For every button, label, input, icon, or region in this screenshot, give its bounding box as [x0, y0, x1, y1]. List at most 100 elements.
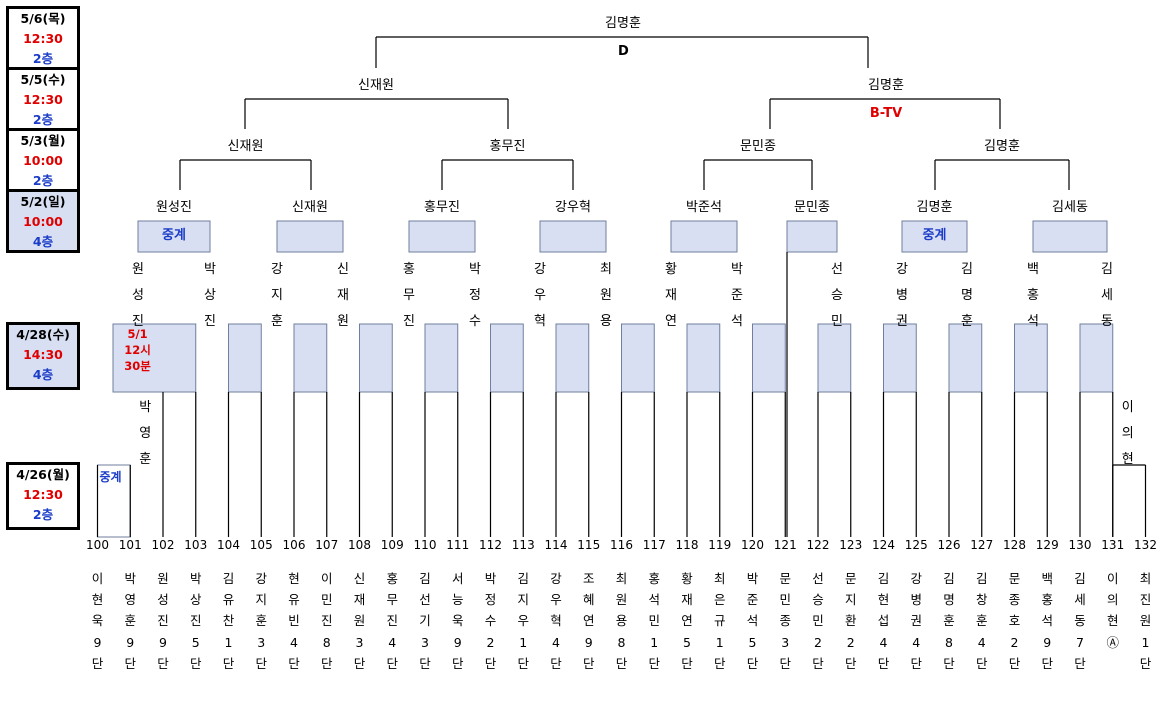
player-rank: 9 단: [451, 635, 464, 671]
player-rank: 8 단: [320, 635, 333, 671]
player-seed-number: 109: [380, 538, 404, 552]
player-seed-number: 124: [872, 538, 895, 552]
match-box: [817, 323, 852, 393]
player-seed-number: 119: [708, 538, 732, 552]
player-seed-number: 101: [118, 538, 142, 552]
match-box: [1014, 323, 1048, 393]
schedule-date: 4/28(수): [16, 327, 70, 342]
bracket-shapes: [97, 220, 1114, 538]
player-seed-number: 102: [151, 538, 175, 552]
player-rank: 3 단: [419, 635, 431, 671]
player-rank: 4 단: [550, 635, 562, 671]
player-name: 선 승 민: [812, 571, 824, 628]
player-rank: 5 단: [746, 635, 759, 671]
schedule-floor: 2층: [32, 112, 54, 127]
semifinal-winner-name: 김명훈: [868, 78, 904, 93]
player-rank: 8 단: [943, 635, 955, 671]
player-seed-number: 110: [413, 538, 437, 552]
player-name: 강 병 권: [910, 571, 922, 628]
player-name: 조 혜 연: [582, 571, 595, 628]
match-box: [490, 323, 524, 393]
player-name: 김 선 기: [419, 571, 431, 628]
match-box: [539, 220, 607, 253]
player-rank: 1 단: [1139, 635, 1152, 671]
semifinal-winner-name: 신재원: [358, 78, 394, 93]
player-rank: 2 단: [1008, 635, 1021, 671]
player-seed-number: 106: [282, 538, 306, 552]
round32-winner-name: 김 세 동: [1101, 262, 1113, 329]
player-rank: Ⓐ: [1106, 635, 1119, 650]
schedule-floor: 2층: [32, 51, 54, 66]
player-name: 현 유 빈: [288, 571, 300, 628]
player-rank: 3 단: [255, 635, 267, 671]
round32-winner-name: 박 상 진: [204, 262, 216, 329]
player-name: 최 은 규: [713, 571, 726, 628]
player-rank: 2 단: [844, 635, 857, 671]
schedule-time: 12:30: [23, 487, 63, 502]
schedule-time: 14:30: [23, 347, 63, 362]
player-name: 문 지 환: [844, 571, 857, 628]
player-name: 박 영 훈: [124, 571, 136, 628]
player-rank: 3 단: [353, 635, 366, 671]
player-name: 홍 무 진: [386, 571, 398, 628]
match-box: [883, 323, 917, 393]
schedule-time: 12:30: [23, 92, 63, 107]
round32-winner-name: 강 지 훈: [271, 262, 283, 329]
quarterfinal-winner-name: 문민종: [740, 139, 776, 154]
prelim-winner-name: 이 의 현: [1121, 400, 1134, 467]
schedule-box: 4/26(월) 12:30 2층: [6, 462, 80, 530]
player-seed-number: 121: [773, 538, 797, 552]
player-rank: 1 단: [222, 635, 235, 671]
player-name: 강 우 혁: [550, 571, 562, 628]
champion-name: 김명훈: [605, 16, 641, 31]
round32-winner-name: 백 홍 석: [1027, 262, 1039, 329]
schedule-floor: 2층: [32, 507, 54, 522]
player-name: 김 창 훈: [975, 571, 988, 628]
bracket-lines: [96, 36, 1147, 537]
player-rank: 3 단: [779, 635, 791, 671]
player-seed-number: 116: [610, 538, 633, 552]
schedule-floor: 4층: [32, 234, 54, 249]
player-name: 박 준 석: [746, 571, 759, 628]
player-rank: 1 단: [713, 635, 726, 671]
match-box: [293, 323, 328, 393]
round16-winner-name: 문민종: [794, 200, 830, 215]
player-seed-number: 120: [741, 538, 764, 552]
round16-winner-name: 박준석: [686, 200, 722, 215]
match-box: [621, 323, 655, 393]
player-rank: 2 단: [812, 635, 824, 671]
player-rank: 4 단: [910, 635, 922, 671]
player-rank: 1 단: [648, 635, 660, 671]
player-seed-number: 131: [1101, 538, 1125, 552]
quarterfinal-winner-name: 신재원: [227, 139, 264, 154]
player-rank: 4 단: [386, 635, 398, 671]
player-seed-number: 104: [217, 538, 240, 552]
match-box: [112, 323, 197, 393]
schedule-date: 5/5(수): [20, 72, 66, 87]
player-name: 문 민 종: [779, 571, 791, 628]
player-rank: 8 단: [615, 635, 628, 671]
player-seed-number: 118: [675, 538, 699, 552]
schedule-date: 5/6(목): [20, 11, 66, 26]
quarterfinal-winner-name: 홍무진: [489, 139, 526, 154]
player-rank: 9 단: [91, 635, 104, 671]
round16-winner-name: 강우혁: [555, 200, 591, 215]
match-box: [786, 220, 838, 253]
round32-winner-name: 강 우 혁: [534, 262, 546, 329]
round32-winner-name: 신 재 원: [337, 262, 349, 329]
player-seed-number: 114: [544, 538, 568, 552]
player-seed-number: 108: [348, 538, 371, 552]
player-rank: 1 단: [517, 635, 529, 671]
player-seed-number: 132: [1134, 538, 1157, 552]
player-name: 문 종 호: [1008, 571, 1021, 628]
round32-winner-name: 황 재 연: [665, 262, 677, 329]
match-box: [670, 220, 738, 253]
player-name: 박 상 진: [189, 571, 202, 628]
player-name: 김 유 찬: [222, 571, 235, 628]
player-name: 김 명 훈: [943, 571, 955, 628]
semifinal-note: B-TV: [869, 106, 903, 121]
schedule-date: 5/3(월): [20, 133, 66, 148]
player-seed-number: 112: [479, 538, 502, 552]
match-box: [1032, 220, 1108, 253]
